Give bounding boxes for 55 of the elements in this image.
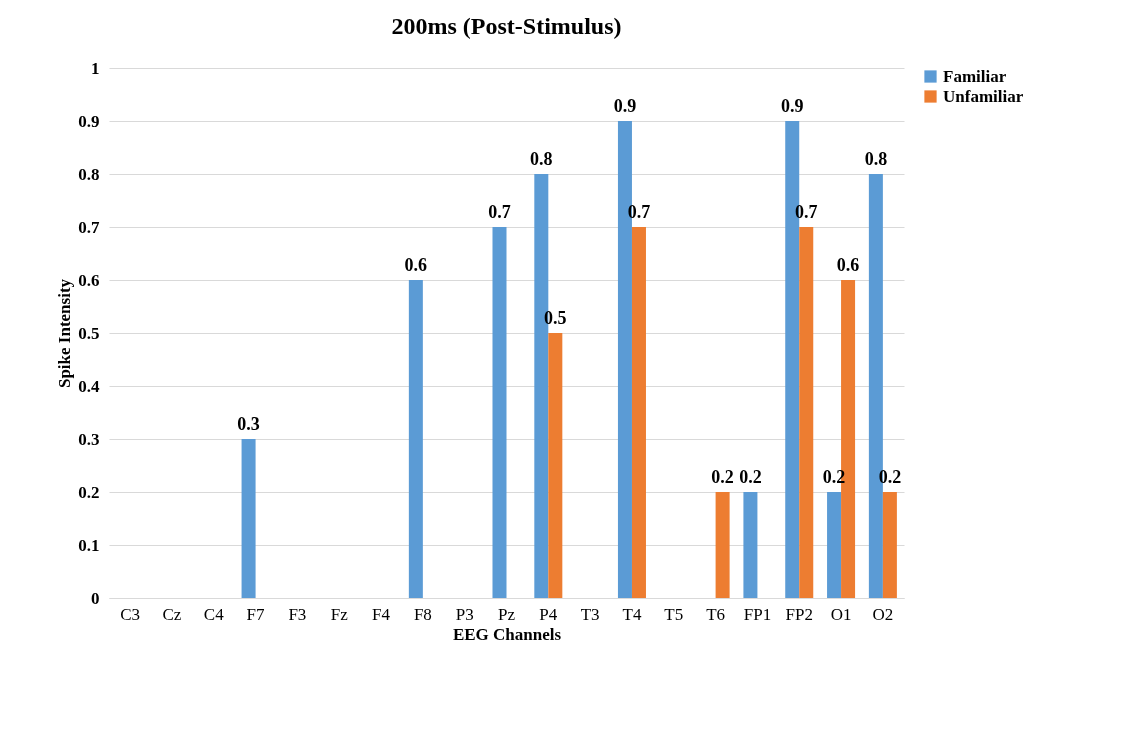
y-tick-label: 0	[91, 588, 100, 608]
y-tick-label: 0.9	[78, 111, 100, 131]
bar	[548, 333, 563, 598]
bar	[492, 227, 507, 598]
data-label: 0.3	[237, 414, 260, 434]
data-label: 0.9	[613, 96, 637, 116]
x-tick-label: T4	[622, 604, 642, 624]
x-tick-label: P3	[455, 604, 474, 624]
x-tick-label: Pz	[498, 604, 516, 624]
y-tick-label: 0.4	[78, 376, 100, 396]
x-axis-title: EEG Channels	[452, 624, 562, 644]
y-tick-label: 0.1	[78, 535, 100, 555]
data-label: 0.9	[780, 96, 804, 116]
x-tick-label: F8	[413, 604, 432, 624]
y-tick-label: 0.3	[78, 429, 100, 449]
bar	[743, 492, 758, 598]
y-tick-label: 0.2	[78, 482, 100, 502]
x-tick-label: C4	[203, 604, 225, 624]
x-tick-label: T3	[580, 604, 600, 624]
bar	[882, 492, 897, 598]
x-tick-label: FP1	[743, 604, 772, 624]
x-tick-label: F7	[246, 604, 266, 624]
y-tick-label: 0.8	[78, 164, 100, 184]
y-tick-label: 1	[91, 58, 100, 78]
x-tick-label: P4	[539, 604, 558, 624]
legend-label: Unfamiliar	[943, 86, 1024, 106]
data-label: 0.8	[530, 149, 553, 169]
data-label: 0.8	[864, 149, 888, 169]
bar	[799, 227, 814, 598]
y-axis-title: Spike Intensity	[55, 278, 75, 389]
x-tick-label: F4	[372, 604, 391, 624]
y-tick-label: 0.5	[78, 323, 100, 343]
legend-label: Familiar	[943, 66, 1007, 86]
x-tick-label: Cz	[162, 604, 182, 624]
bar	[408, 280, 423, 598]
data-label: 0.7	[488, 202, 511, 222]
x-tick-label: F3	[288, 604, 307, 624]
bar	[827, 492, 842, 598]
x-tick-label: FP2	[785, 604, 813, 624]
y-tick-label: 0.7	[78, 217, 100, 237]
bar	[715, 492, 730, 598]
x-tick-label: T5	[664, 604, 684, 624]
y-tick-label: 0.6	[78, 270, 100, 290]
data-label: 0.6	[836, 255, 860, 275]
x-tick-label: T6	[706, 604, 726, 624]
data-label: 0.2	[711, 467, 734, 487]
x-tick-label: Fz	[330, 604, 349, 624]
bar	[631, 227, 646, 598]
x-tick-label: C3	[120, 604, 141, 624]
x-tick-label: O1	[830, 604, 852, 624]
x-tick-label: O2	[872, 604, 894, 624]
data-label: 0.6	[404, 255, 428, 275]
chart-title: 200ms (Post-Stimulus)	[391, 13, 622, 39]
bar	[241, 439, 256, 598]
data-label: 0.2	[739, 467, 762, 487]
